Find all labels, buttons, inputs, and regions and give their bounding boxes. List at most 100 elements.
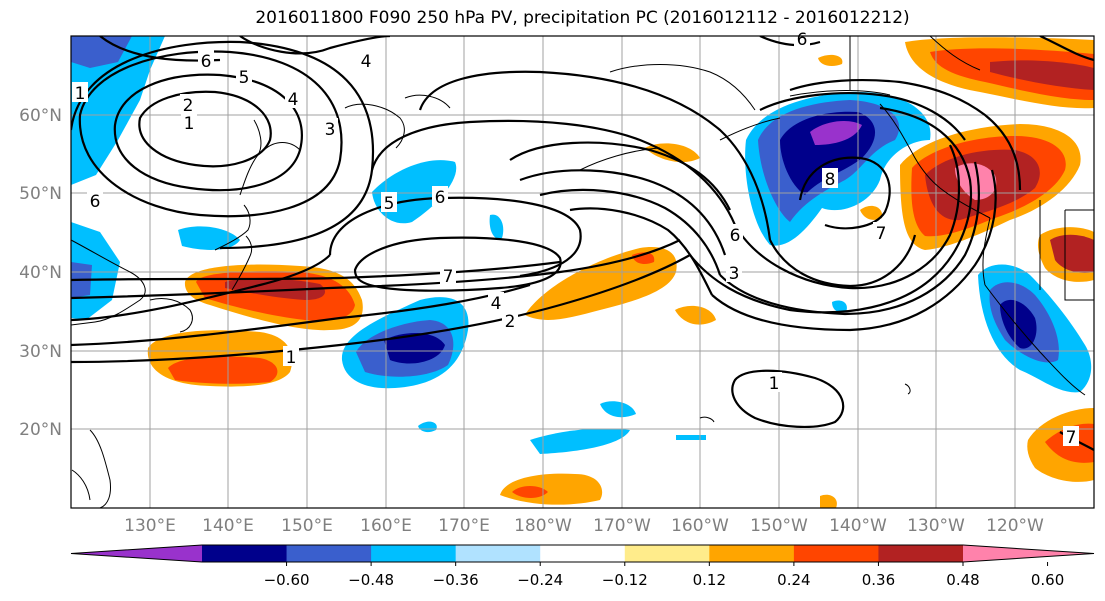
colorbar-swatch [202,545,288,562]
contour-label-bg [440,265,456,285]
positive-precip-area [955,163,997,200]
contour-label-bg [726,262,742,282]
lon-label: 170°W [593,516,651,536]
positive-precip-area [675,305,716,325]
colorbar-tick-label: 0.60 [1031,571,1064,589]
positive-precip-area [818,54,843,66]
colorbar-tick-label: −0.12 [602,571,648,589]
negative-precip-area [71,36,165,185]
negative-precip-area [1000,299,1037,349]
colorbar-outline [70,544,1095,563]
contour-label: 6 [90,192,101,212]
contour-label: 5 [239,68,250,88]
colorbar-tick-label: 0.36 [862,571,895,589]
colorbar-swatch [286,545,372,562]
lon-label: 140°E [202,516,254,536]
colorbar-swatch [624,545,710,562]
contour-label-bg [236,66,252,86]
contour-label-bg [283,346,299,366]
lon-label: 180°W [514,516,572,536]
colorbar-swatch [878,545,964,562]
colorbar: −0.60 −0.48 −0.36 −0.24 −0.12 0.12 0.24 0.36 0.4… [70,544,1095,589]
colorbar-tick-label: −0.60 [264,571,310,589]
map-frame [70,35,1095,509]
negative-precip-area [676,435,706,440]
contour-label: 6 [435,188,446,208]
contour-label-bg [766,372,782,392]
contour-label: 3 [325,120,336,140]
lat-label: 50°N [19,184,62,204]
negative-precip-area [600,401,636,418]
contour-label-bg [322,118,338,138]
contour-label: 1 [286,348,297,368]
contour-label-bg [794,30,810,50]
colorbar-tick-label: 0.24 [777,571,810,589]
positive-precip-area [820,494,837,508]
colorbar-swatch [540,545,626,562]
lat-label: 40°N [19,263,62,283]
contour-label-bg [198,50,214,70]
colorbar-swatch [455,545,541,562]
contour-label: 6 [201,52,212,72]
contour-label-bg [488,292,504,312]
contour-label-group: 6 5 4 2 1 3 6 5 6 7 4 2 1 7 3 6 8 7 1 [72,30,1079,448]
longitude-labels: 130°E 140°E 150°E 160°E 170°E 180°W 170°… [124,516,1044,536]
contour-label: 3 [729,264,740,284]
map-title: 2016011800 F090 250 hPa PV, precipitatio… [255,8,910,28]
contour-label: 4 [361,52,372,72]
contour-label: 4 [491,294,502,314]
contour-label-bg [285,88,301,108]
contour-label-bg [181,112,197,132]
colorbar-swatch [793,545,879,562]
lon-label: 160°W [671,516,729,536]
lat-label: 20°N [19,420,62,440]
contour-label-bg [822,168,838,188]
colorbar-tick-label: 0.12 [693,571,726,589]
lon-label: 160°E [360,516,412,536]
contour-label: 6 [797,30,808,50]
positive-precip-area [168,356,278,384]
lon-label: 170°E [438,516,490,536]
negative-precip-area [530,428,630,454]
contour-label: 2 [505,312,516,332]
colorbar-tick-label: 0.48 [946,571,979,589]
contour-label-bg [727,224,743,244]
contour-label: 7 [1066,428,1077,448]
negative-precip-area [71,36,132,68]
contour-label: 4 [288,90,299,110]
pv-contours [71,36,1094,451]
contour-label: 6 [730,226,741,246]
coastlines [71,36,1094,508]
lon-label: 150°W [750,516,808,536]
negative-precip-area [489,214,504,239]
latitude-labels: 60°N 50°N 40°N 30°N 20°N [19,106,62,440]
negative-precip-area [384,333,445,364]
lon-label: 130°E [124,516,176,536]
contour-label-bg [87,190,103,210]
contour-label-bg [432,186,448,206]
colorbar-extend-high [963,545,1094,562]
contour-label-bg [180,94,196,114]
negative-precip-area [178,226,240,250]
positive-precip-area [512,486,548,498]
positive-precip-area [860,205,883,220]
contour-label: 2 [183,96,194,116]
contour-label-bg [72,82,88,102]
colorbar-extend-low [71,545,202,562]
contour-label: 5 [384,194,395,214]
contour-label: 1 [769,374,780,394]
colorbar-tick-label: −0.48 [348,571,394,589]
colorbar-tick-label: −0.24 [517,571,563,589]
lon-label: 130°W [907,516,965,536]
lon-label: 140°W [829,516,887,536]
colorbar-swatch [371,545,457,562]
positive-precip-area [1050,234,1094,273]
colorbar-swatch [709,545,795,562]
positive-precip-area [225,278,325,300]
contour-label-bg [381,192,397,212]
negative-precip-area [832,300,847,313]
contour-label: 8 [825,170,836,190]
contour-label-bg [1063,426,1079,446]
lon-label: 150°E [281,516,333,536]
